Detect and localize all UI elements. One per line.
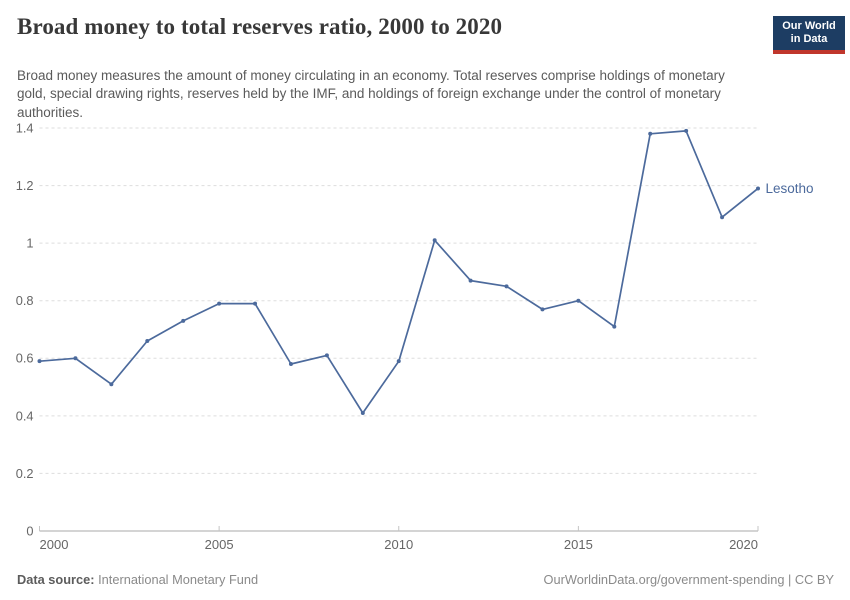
data-point bbox=[324, 353, 329, 358]
data-source-label: Data source: bbox=[17, 572, 95, 587]
owid-logo-line2: in Data bbox=[790, 33, 828, 46]
y-axis-tick-label: 1 bbox=[26, 236, 33, 251]
y-axis-tick-label: 0 bbox=[26, 523, 33, 538]
owid-license-link[interactable]: OurWorldinData.org/government-spending |… bbox=[543, 572, 834, 587]
data-point bbox=[253, 301, 258, 306]
x-axis-tick-label: 2000 bbox=[40, 537, 69, 552]
y-axis-tick-label: 0.8 bbox=[16, 293, 34, 308]
x-axis-tick-label: 2005 bbox=[205, 537, 234, 552]
owid-logo-line1: Our World bbox=[782, 20, 836, 32]
y-axis-tick-label: 0.4 bbox=[16, 408, 34, 423]
data-point bbox=[181, 318, 186, 323]
line-series-lesotho bbox=[38, 130, 759, 414]
data-point bbox=[504, 284, 509, 289]
data-point bbox=[540, 307, 545, 312]
data-point bbox=[432, 238, 437, 243]
data-point bbox=[648, 131, 653, 136]
chart-footer: Data source: International Monetary Fund… bbox=[17, 572, 834, 587]
x-axis-tick-label: 2010 bbox=[384, 537, 413, 552]
data-point bbox=[576, 298, 581, 303]
owid-logo[interactable]: Our World in Data bbox=[773, 16, 845, 54]
x-axis-tick-label: 2020 bbox=[729, 537, 758, 552]
data-point bbox=[37, 359, 42, 364]
data-point bbox=[756, 186, 760, 191]
x-axis-tick-label: 2015 bbox=[564, 537, 593, 552]
chart-title: Broad money to total reserves ratio, 200… bbox=[17, 14, 503, 39]
data-point bbox=[360, 410, 365, 415]
data-point bbox=[288, 362, 293, 367]
data-point bbox=[109, 382, 114, 387]
data-point bbox=[217, 301, 222, 306]
data-point bbox=[720, 215, 725, 220]
series-label-lesotho[interactable]: Lesotho bbox=[766, 181, 814, 196]
data-point bbox=[145, 339, 150, 344]
data-source: Data source: International Monetary Fund bbox=[17, 572, 258, 587]
data-source-value: International Monetary Fund bbox=[98, 572, 259, 587]
chart-subtitle: Broad money measures the amount of money… bbox=[17, 67, 725, 121]
data-point bbox=[612, 324, 617, 329]
data-point bbox=[73, 356, 78, 361]
y-axis-tick-label: 0.2 bbox=[16, 466, 34, 481]
data-point bbox=[468, 278, 473, 283]
y-axis-tick-label: 1.2 bbox=[16, 178, 34, 193]
data-point bbox=[684, 128, 689, 133]
data-point bbox=[396, 359, 401, 364]
y-axis-tick-label: 0.6 bbox=[16, 351, 34, 366]
y-axis-tick-label: 1.4 bbox=[16, 120, 34, 135]
